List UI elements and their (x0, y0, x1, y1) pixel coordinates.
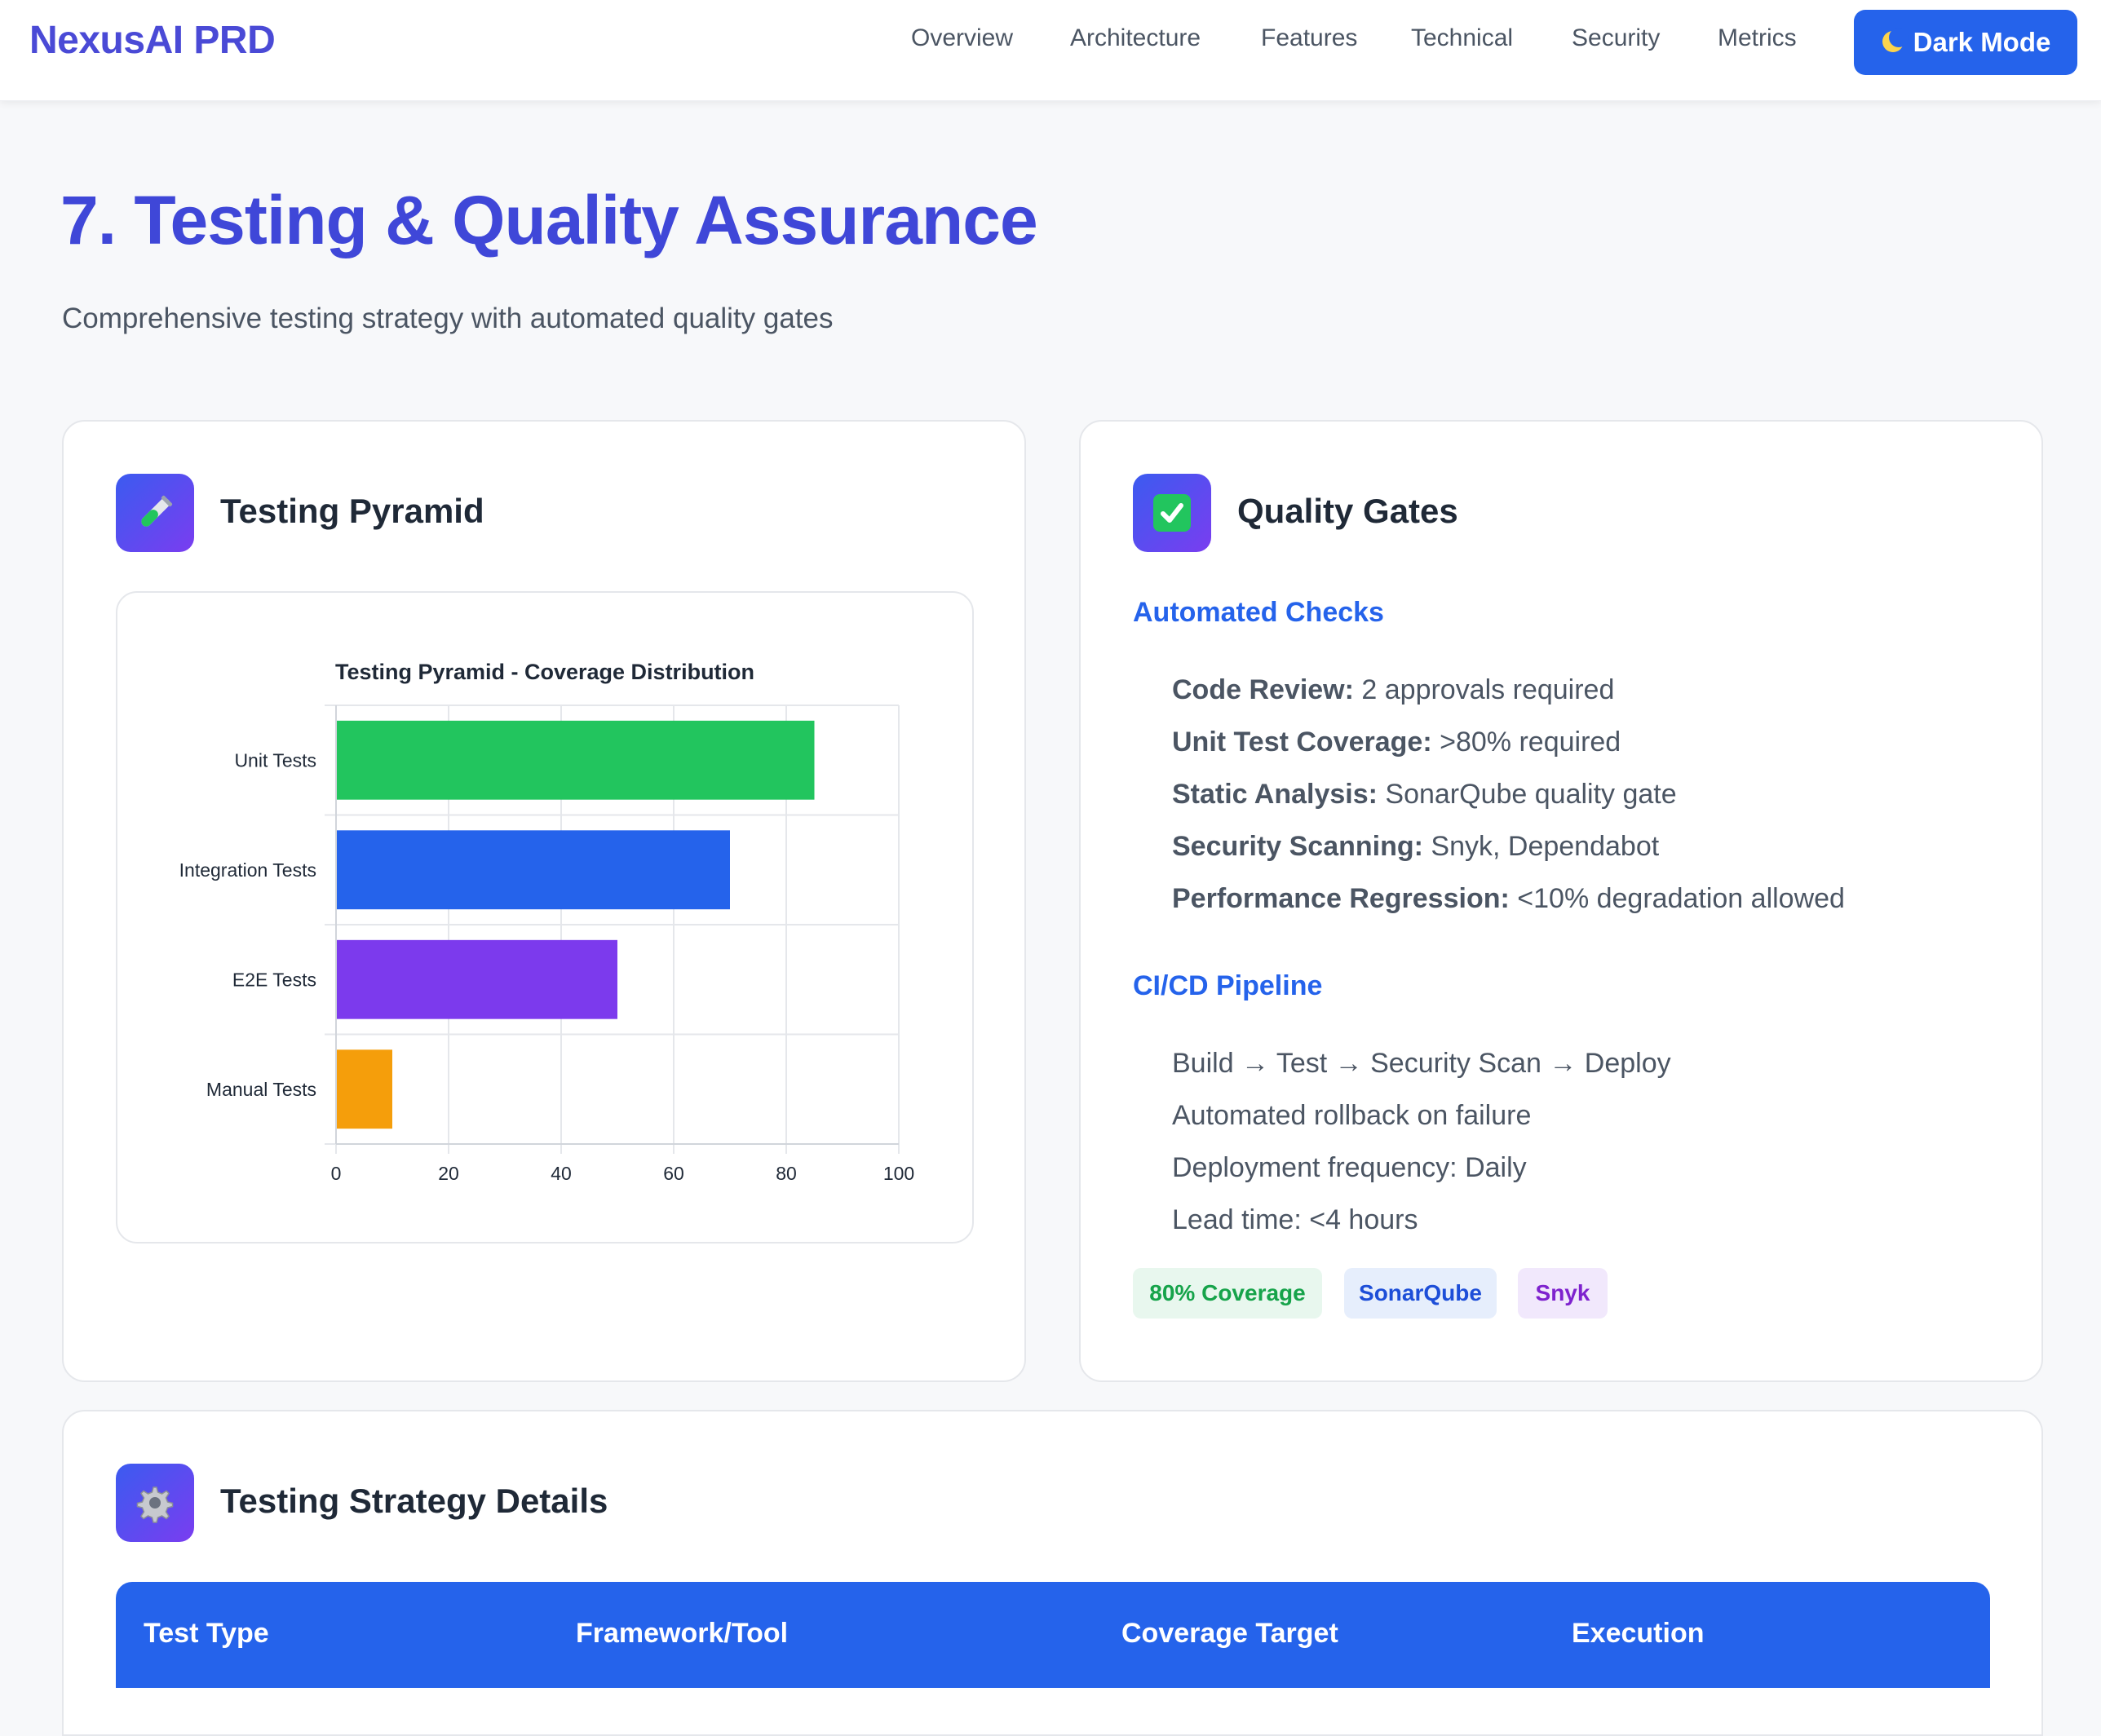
pipeline-item: Lead time: <4 hours (1172, 1204, 1418, 1235)
chart-xtick-label: 0 (331, 1163, 342, 1184)
chart-bar (337, 720, 815, 800)
check-item: Static Analysis: SonarQube quality gate (1172, 779, 1677, 811)
check-value: SonarQube quality gate (1385, 779, 1677, 810)
quality-gates-card: Quality Gates Automated Checks Code Revi… (1079, 420, 2043, 1382)
coverage-bar-chart: Testing Pyramid - Coverage Distribution … (179, 660, 915, 1184)
moon-icon (1881, 28, 1909, 55)
pipeline-item: Build → Test → Security Scan → Deploy (1172, 1048, 1671, 1079)
column-header-framework[interactable]: Framework/Tool (576, 1618, 789, 1649)
nav-link-architecture[interactable]: Architecture (1070, 24, 1201, 51)
dark-mode-label: Dark Mode (1913, 27, 2051, 57)
coverage-chart-container: Testing Pyramid - Coverage Distribution … (116, 591, 974, 1243)
nav-link-technical[interactable]: Technical (1411, 24, 1514, 51)
check-value: Snyk, Dependabot (1431, 831, 1660, 862)
chart-category-label: E2E Tests (232, 969, 316, 990)
chart-category-label: Integration Tests (179, 859, 316, 881)
check-label: Performance Regression: (1172, 883, 1510, 914)
check-item: Performance Regression: <10% degradation… (1172, 883, 1845, 915)
snyk-badge: Snyk (1518, 1268, 1608, 1319)
check-mark-icon (1133, 474, 1211, 552)
chart-xtick-label: 60 (663, 1163, 684, 1184)
chart-bar (337, 1049, 392, 1129)
check-label: Static Analysis: (1172, 779, 1378, 810)
chart-bar (337, 939, 617, 1019)
quality-gates-title: Quality Gates (1237, 492, 1458, 530)
chart-title: Testing Pyramid - Coverage Distribution (335, 660, 754, 684)
strategy-table-header: Test Type Framework/Tool Coverage Target… (116, 1582, 1990, 1688)
cicd-pipeline-heading: CI/CD Pipeline (1133, 970, 1323, 1001)
chart-xtick-label: 100 (883, 1163, 914, 1184)
check-label: Security Scanning: (1172, 831, 1423, 862)
page-subtitle: Comprehensive testing strategy with auto… (62, 303, 834, 334)
pipeline-item: Automated rollback on failure (1172, 1100, 1532, 1131)
nav-link-overview[interactable]: Overview (911, 24, 1014, 51)
chart-xtick-label: 20 (438, 1163, 459, 1184)
check-label: Code Review: (1172, 674, 1354, 705)
check-value: <10% degradation allowed (1517, 883, 1845, 914)
automated-checks-heading: Automated Checks (1133, 597, 1384, 628)
chart-xtick-label: 80 (776, 1163, 797, 1184)
nav-link-security[interactable]: Security (1572, 24, 1661, 51)
nav-link-features[interactable]: Features (1261, 24, 1358, 51)
check-value: >80% required (1440, 727, 1621, 758)
check-item: Code Review: 2 approvals required (1172, 674, 1614, 706)
test-tube-icon (116, 474, 194, 552)
chart-bar (337, 830, 730, 910)
page-title: 7. Testing & Quality Assurance (60, 182, 1038, 258)
coverage-badge: 80% Coverage (1133, 1268, 1322, 1319)
nav-link-metrics[interactable]: Metrics (1718, 24, 1797, 51)
column-header-coverage-target[interactable]: Coverage Target (1121, 1618, 1338, 1649)
brand-logo[interactable]: NexusAI PRD (29, 19, 276, 62)
gear-icon (116, 1464, 194, 1542)
check-label: Unit Test Coverage: (1172, 727, 1432, 758)
testing-pyramid-title: Testing Pyramid (220, 492, 484, 530)
check-item: Unit Test Coverage: >80% required (1172, 727, 1621, 758)
testing-strategy-title: Testing Strategy Details (220, 1482, 608, 1520)
chart-category-label: Unit Tests (234, 749, 316, 771)
pipeline-item: Deployment frequency: Daily (1172, 1152, 1527, 1183)
sonarqube-badge: SonarQube (1344, 1268, 1497, 1319)
column-header-test-type[interactable]: Test Type (144, 1618, 269, 1649)
column-header-execution[interactable]: Execution (1572, 1618, 1705, 1649)
check-value: 2 approvals required (1361, 674, 1615, 705)
testing-pyramid-card: Testing Pyramid Testing Pyramid - Covera… (62, 420, 1026, 1382)
chart-category-label: Manual Tests (206, 1079, 316, 1100)
dark-mode-button[interactable]: Dark Mode (1854, 10, 2077, 75)
chart-xtick-label: 40 (551, 1163, 572, 1184)
top-navbar: NexusAI PRD Overview Architecture Featur… (0, 0, 2101, 101)
check-item: Security Scanning: Snyk, Dependabot (1172, 831, 1659, 863)
